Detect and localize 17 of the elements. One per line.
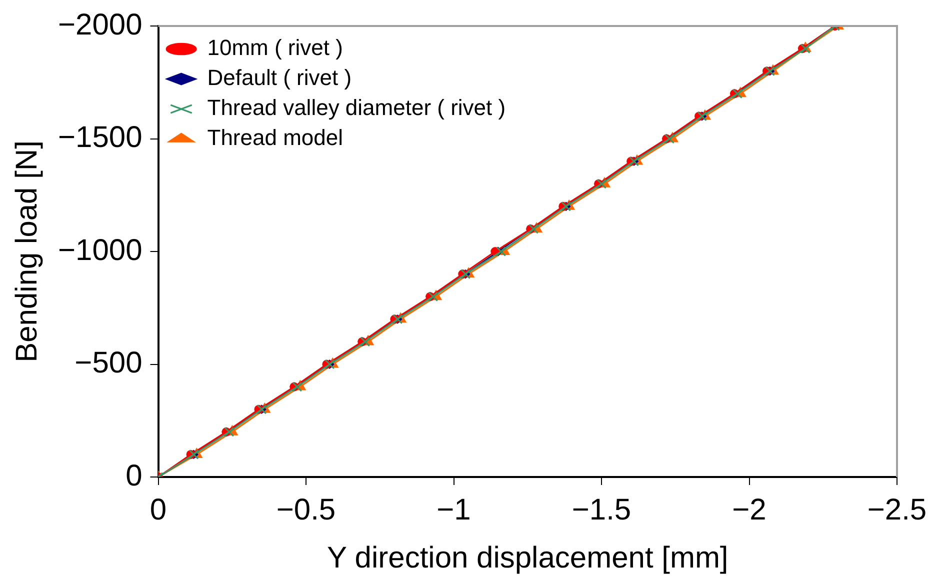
- legend-label: Thread model: [207, 125, 344, 150]
- y-tick-label: 0: [126, 459, 142, 492]
- legend-label: Thread valley diameter ( rivet ): [207, 95, 506, 120]
- y-tick-label: −500: [74, 346, 142, 380]
- y-tick-label: −1000: [58, 234, 142, 267]
- x-tick-label: −2: [732, 493, 766, 526]
- y-axis-title: Bending load [N]: [10, 140, 44, 362]
- x-tick-label: 0: [150, 493, 167, 526]
- legend-label: Default ( rivet ): [207, 65, 352, 90]
- x-tick-label: −1.5: [572, 493, 632, 526]
- y-tick-label: −1500: [58, 121, 142, 154]
- y-tick-label: −2000: [58, 8, 142, 42]
- legend-label: 10mm ( rivet ): [207, 35, 343, 60]
- x-tick-label: −1: [436, 493, 471, 526]
- x-tick-label: −0.5: [276, 493, 336, 526]
- x-tick-label: −2.5: [867, 493, 927, 526]
- x-axis-title: Y direction displacement [mm]: [326, 541, 728, 574]
